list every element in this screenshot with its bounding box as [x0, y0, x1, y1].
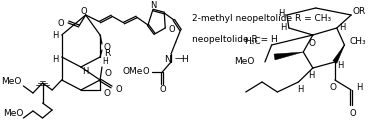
- Text: neopeltolide R = H: neopeltolide R = H: [192, 35, 278, 44]
- Text: MeO: MeO: [234, 58, 254, 67]
- Text: MeO: MeO: [1, 77, 22, 86]
- Text: 2-methyl neopeltolide R = CH₃: 2-methyl neopeltolide R = CH₃: [192, 14, 331, 23]
- Text: H: H: [102, 58, 108, 67]
- Text: O: O: [103, 43, 110, 51]
- Text: O: O: [116, 84, 122, 93]
- Text: N: N: [164, 55, 170, 65]
- Text: OMe: OMe: [122, 67, 143, 77]
- Polygon shape: [274, 52, 303, 60]
- Text: H: H: [181, 55, 188, 65]
- Text: OR: OR: [352, 6, 366, 15]
- Text: O: O: [159, 86, 166, 95]
- Text: R: R: [105, 50, 111, 58]
- Text: H: H: [338, 62, 344, 70]
- Text: H₃C: H₃C: [244, 37, 261, 46]
- Text: O: O: [143, 67, 149, 77]
- Text: O: O: [103, 88, 110, 98]
- Text: N: N: [150, 1, 157, 11]
- Text: H: H: [52, 55, 58, 65]
- Text: CH₃: CH₃: [350, 37, 366, 46]
- Text: O: O: [169, 25, 175, 34]
- Text: H: H: [82, 67, 89, 77]
- Text: H: H: [52, 30, 58, 39]
- Text: —: —: [175, 55, 183, 63]
- Text: H: H: [278, 10, 284, 18]
- Text: O: O: [104, 69, 111, 77]
- Text: H: H: [280, 22, 286, 32]
- Polygon shape: [333, 45, 344, 63]
- Text: H: H: [339, 22, 346, 32]
- Text: O: O: [57, 20, 64, 29]
- Text: H: H: [297, 86, 304, 95]
- Text: H: H: [308, 72, 314, 81]
- Text: O: O: [81, 8, 87, 16]
- Text: O: O: [308, 39, 315, 48]
- Text: O: O: [350, 109, 356, 117]
- Text: MeO: MeO: [3, 109, 23, 117]
- Text: O: O: [330, 84, 336, 93]
- Text: H: H: [356, 84, 362, 93]
